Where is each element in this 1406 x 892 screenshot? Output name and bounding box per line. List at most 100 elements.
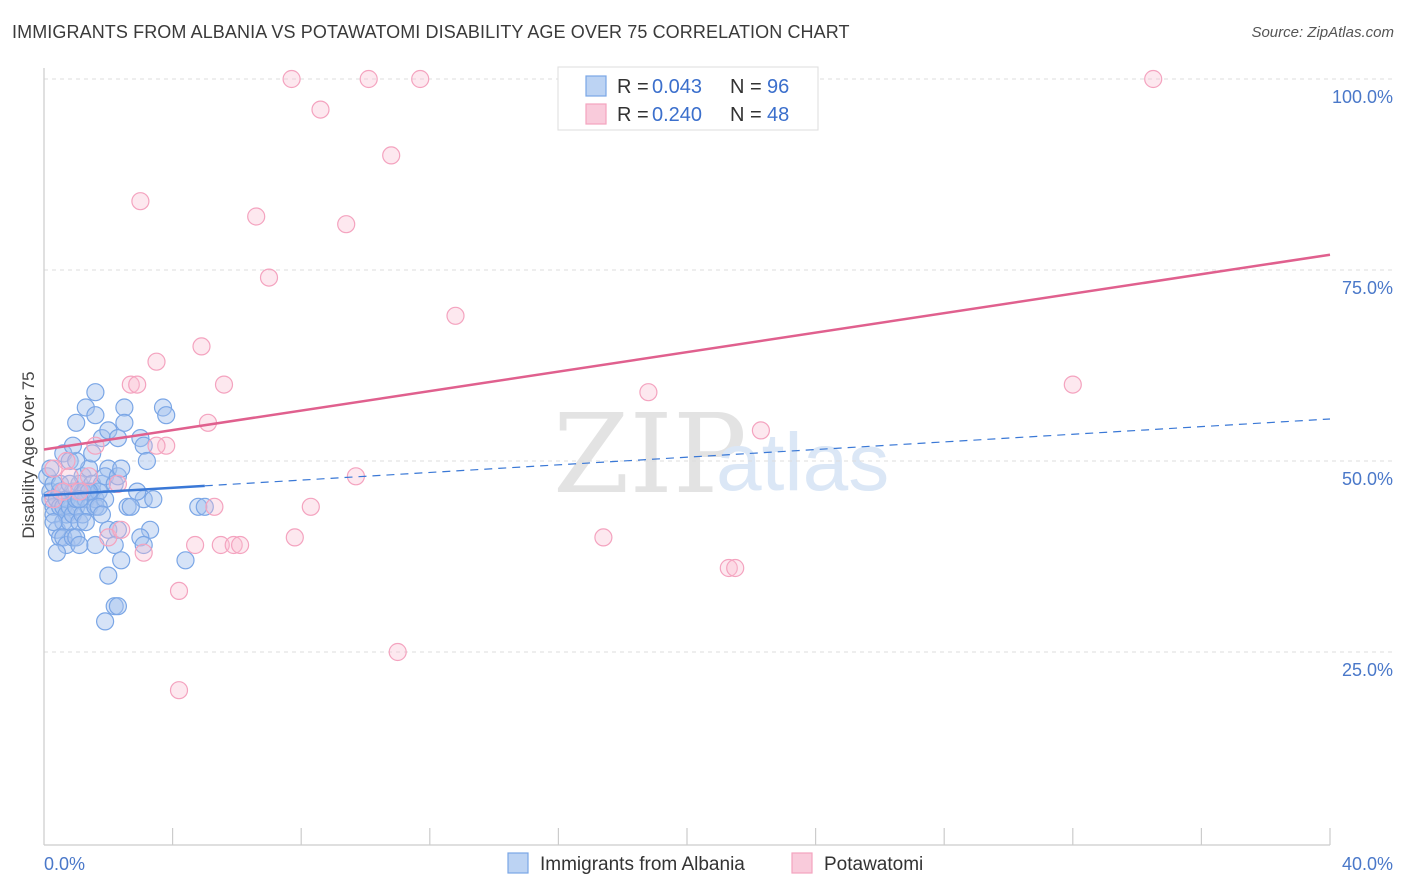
chart-title: IMMIGRANTS FROM ALBANIA VS POTAWATOMI DI…: [12, 22, 850, 42]
data-point: [112, 520, 131, 539]
x-axis-ticks: [172, 828, 1331, 845]
data-point: [147, 352, 166, 371]
legend-r-value-albania: 0.043: [652, 76, 702, 98]
data-point: [115, 398, 134, 417]
data-point: [112, 551, 131, 570]
data-point: [157, 436, 176, 455]
data-point: [121, 497, 140, 516]
data-point: [95, 612, 115, 631]
legend-r-label-potawatomi: R =: [617, 104, 649, 126]
data-point: [112, 459, 131, 478]
data-point: [44, 459, 63, 478]
gridlines: [44, 78, 1392, 653]
watermark-zip: ZIP: [553, 390, 747, 518]
data-point: [70, 535, 89, 555]
data-point: [639, 383, 658, 402]
data-point: [86, 383, 105, 402]
data-point: [301, 497, 320, 516]
data-point: [99, 566, 118, 585]
data-point: [134, 436, 153, 455]
data-point: [76, 512, 95, 532]
data-point: [144, 490, 163, 509]
legend-n-label-albania: N =: [730, 76, 762, 98]
legend-bottom-label-potawatomi: Potawatomi: [824, 854, 923, 875]
data-point: [192, 337, 211, 356]
legend-swatch-albania: [585, 75, 607, 97]
data-point: [76, 398, 95, 417]
data-point: [205, 497, 224, 516]
legend-r-value-potawatomi: 0.240: [652, 104, 702, 126]
data-point: [169, 581, 189, 601]
legend-n-label-potawatomi: N =: [730, 104, 762, 126]
y-tick-label: 25.0%: [1342, 660, 1393, 680]
data-point: [70, 490, 89, 509]
data-point: [247, 207, 266, 226]
data-point: [92, 505, 112, 524]
data-point: [1144, 69, 1163, 89]
data-point: [195, 497, 214, 516]
y-axis-label: Disability Age Over 75: [19, 371, 38, 538]
legend-bottom-swatch-albania: [507, 852, 529, 874]
data-point: [259, 268, 279, 287]
data-point: [54, 482, 73, 501]
data-point: [169, 681, 189, 700]
data-point: [134, 543, 153, 562]
data-point: [86, 406, 105, 425]
legend-swatch-potawatomi: [585, 103, 607, 125]
data-point: [282, 69, 301, 89]
data-point: [176, 551, 195, 570]
data-point: [60, 467, 79, 486]
data-point: [131, 192, 150, 211]
legend-top: R = 0.043 N = 96 R = 0.240 N = 48: [557, 66, 819, 131]
data-point: [594, 528, 613, 547]
y-tick-label: 100.0%: [1332, 87, 1393, 107]
data-point: [108, 474, 128, 493]
legend-bottom: Immigrants from Albania Potawatomi: [507, 852, 923, 875]
data-point: [189, 497, 208, 516]
data-point: [99, 520, 118, 539]
legend-n-value-albania: 96: [767, 76, 789, 98]
watermark-atlas: atlas: [716, 417, 889, 508]
legend-bottom-label-albania: Immigrants from Albania: [540, 854, 745, 875]
data-point: [67, 451, 86, 471]
data-point: [231, 535, 250, 555]
data-point: [186, 535, 205, 555]
data-point: [57, 535, 76, 555]
data-point: [44, 512, 63, 532]
legend-r-label-albania: R =: [617, 76, 649, 98]
data-point: [719, 558, 738, 578]
trend-lines: [43, 253, 1331, 497]
data-point: [137, 451, 156, 471]
legend-n-value-potawatomi: 48: [767, 104, 789, 126]
data-point: [751, 421, 771, 440]
data-point: [388, 642, 407, 662]
y-tick-label: 75.0%: [1342, 278, 1393, 298]
data-point: [128, 482, 147, 501]
data-point: [285, 528, 304, 547]
data-point: [157, 406, 176, 425]
source-attribution: Source: ZipAtlas.com: [1251, 24, 1394, 41]
data-point: [311, 100, 330, 119]
data-point: [446, 306, 465, 325]
data-point: [47, 543, 67, 562]
data-point: [115, 413, 134, 432]
data-point: [214, 375, 234, 394]
data-point: [70, 482, 89, 501]
data-point: [224, 535, 243, 555]
data-point: [121, 375, 140, 394]
data-point: [147, 436, 166, 455]
trend-line-albania-dashed: [204, 418, 1331, 487]
y-tick-label: 50.0%: [1342, 469, 1393, 489]
data-point: [134, 535, 153, 555]
data-point: [105, 535, 124, 555]
trend-line-potawatomi: [43, 253, 1331, 451]
data-point: [382, 146, 401, 165]
x-tick-label-max: 40.0%: [1342, 854, 1393, 874]
data-point: [108, 597, 128, 616]
series-potawatomi-points: [44, 69, 1163, 700]
data-point: [1063, 375, 1082, 394]
data-point: [726, 558, 745, 578]
legend-bottom-swatch-potawatomi: [791, 852, 813, 874]
trend-line-albania: [43, 484, 205, 497]
